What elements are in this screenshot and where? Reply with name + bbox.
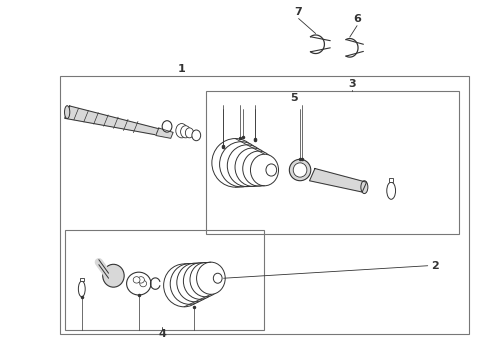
Bar xyxy=(206,91,460,234)
Ellipse shape xyxy=(218,147,228,159)
Ellipse shape xyxy=(293,163,307,177)
Bar xyxy=(65,230,265,330)
Ellipse shape xyxy=(177,263,213,302)
Ellipse shape xyxy=(289,159,311,181)
Ellipse shape xyxy=(181,126,191,138)
Ellipse shape xyxy=(196,262,225,294)
Ellipse shape xyxy=(170,264,209,304)
Ellipse shape xyxy=(212,139,259,187)
Ellipse shape xyxy=(250,154,278,186)
Ellipse shape xyxy=(266,164,277,176)
Ellipse shape xyxy=(361,181,368,194)
Text: 6: 6 xyxy=(353,14,361,24)
Ellipse shape xyxy=(213,273,222,283)
Ellipse shape xyxy=(387,182,395,199)
Text: 3: 3 xyxy=(348,78,356,89)
Polygon shape xyxy=(310,168,367,192)
Ellipse shape xyxy=(162,121,172,132)
Ellipse shape xyxy=(192,130,201,141)
Ellipse shape xyxy=(78,281,85,297)
Polygon shape xyxy=(65,106,159,135)
Text: 7: 7 xyxy=(294,7,302,17)
Bar xyxy=(80,278,84,281)
Text: 2: 2 xyxy=(431,261,439,271)
Ellipse shape xyxy=(176,123,188,138)
Ellipse shape xyxy=(235,148,270,186)
Text: 5: 5 xyxy=(290,93,297,103)
Text: 4: 4 xyxy=(158,329,166,339)
Ellipse shape xyxy=(140,280,147,287)
Text: 1: 1 xyxy=(178,64,186,74)
Ellipse shape xyxy=(243,151,274,186)
Ellipse shape xyxy=(103,264,124,287)
Polygon shape xyxy=(156,128,173,138)
Ellipse shape xyxy=(133,277,140,283)
Ellipse shape xyxy=(220,142,263,187)
Ellipse shape xyxy=(138,277,145,283)
Ellipse shape xyxy=(227,145,267,186)
Ellipse shape xyxy=(164,264,204,307)
Ellipse shape xyxy=(65,106,70,118)
Ellipse shape xyxy=(126,272,151,295)
Bar xyxy=(60,76,469,334)
Ellipse shape xyxy=(185,128,194,138)
Bar xyxy=(389,178,393,182)
Ellipse shape xyxy=(183,263,217,299)
Ellipse shape xyxy=(190,262,221,297)
